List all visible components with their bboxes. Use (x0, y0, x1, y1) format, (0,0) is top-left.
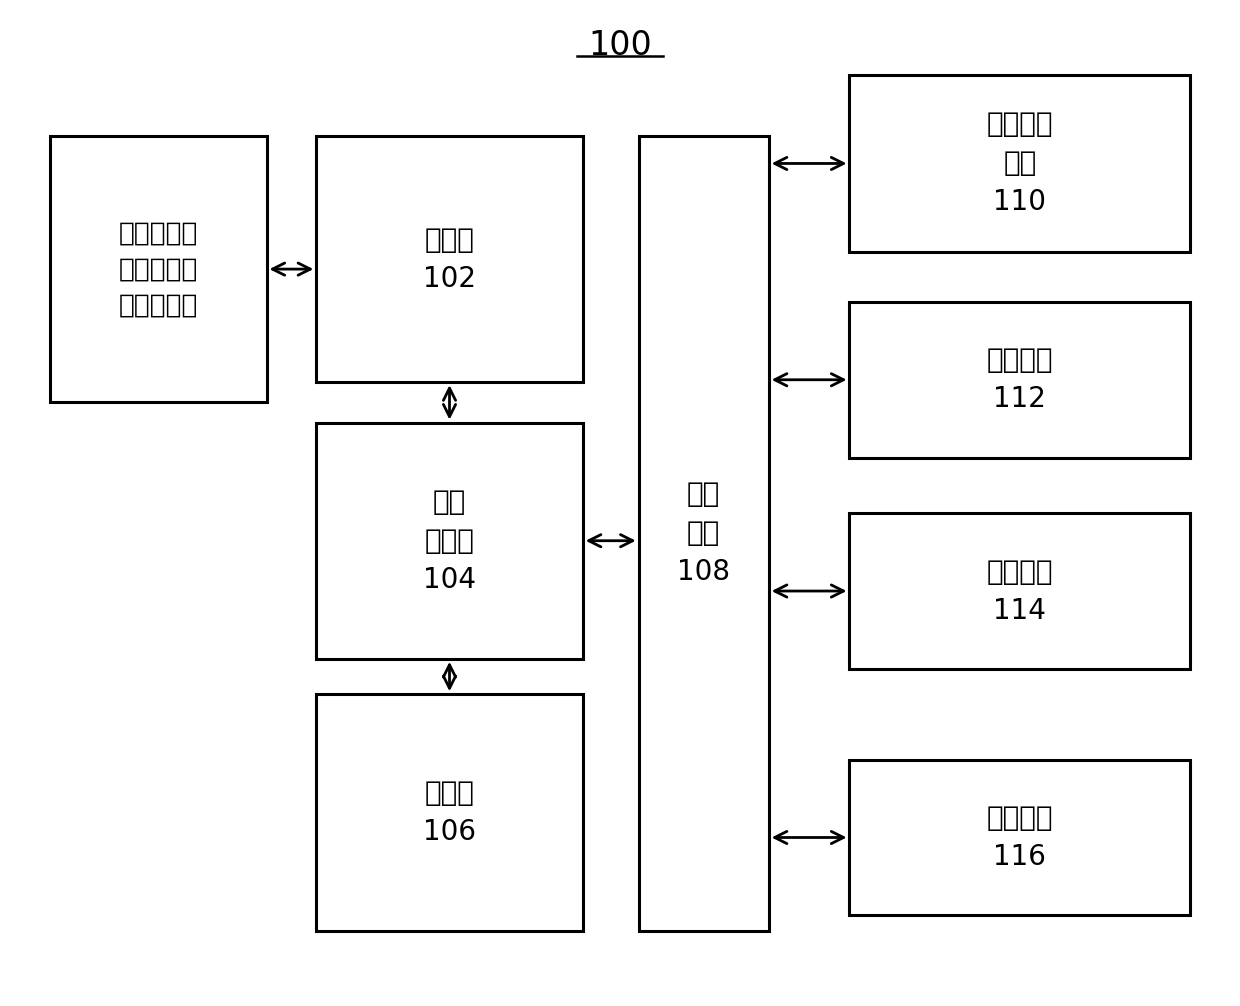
Text: 100: 100 (588, 29, 652, 61)
Text: 存储器
102: 存储器 102 (423, 225, 476, 293)
Bar (50, 136, 267, 402)
Bar (316, 136, 583, 382)
Bar (849, 75, 1190, 252)
Text: 存储
控制器
104: 存储 控制器 104 (423, 488, 476, 594)
Bar (316, 423, 583, 659)
Text: 射频模块
116: 射频模块 116 (987, 804, 1053, 871)
Text: 自动化存取
系统作业调
度优化装置: 自动化存取 系统作业调 度优化装置 (118, 220, 198, 318)
Bar (849, 760, 1190, 915)
Bar (316, 694, 583, 931)
Bar (849, 513, 1190, 669)
Text: 输入输出
模块
110: 输入输出 模块 110 (987, 111, 1053, 216)
Bar (849, 302, 1190, 458)
Text: 音频模块
112: 音频模块 112 (987, 346, 1053, 413)
Text: 外设
接口
108: 外设 接口 108 (677, 480, 730, 586)
Text: 处理器
106: 处理器 106 (423, 779, 476, 846)
Text: 显示模块
114: 显示模块 114 (987, 557, 1053, 625)
Bar (639, 136, 769, 931)
